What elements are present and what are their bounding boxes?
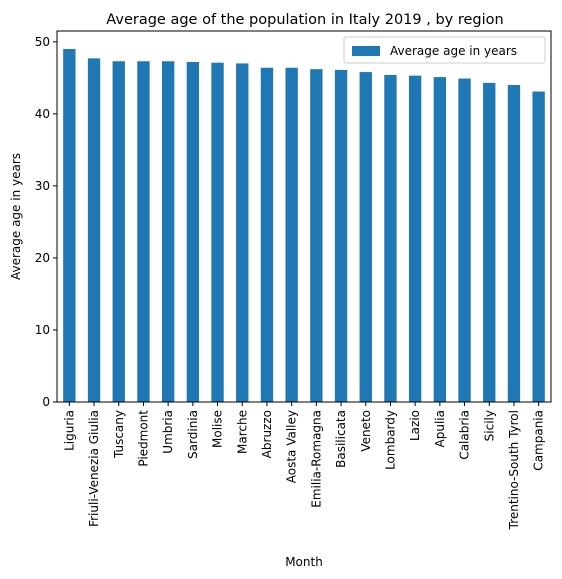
x-tick-label: Sardinia: [186, 410, 200, 459]
y-tick-label: 0: [42, 395, 50, 409]
bar-veneto: [359, 72, 372, 402]
y-tick-label: 10: [35, 323, 50, 337]
y-tick-label: 30: [35, 179, 50, 193]
x-tick-label: Umbria: [161, 410, 175, 454]
bar-liguria: [63, 49, 76, 403]
x-tick-label: Tuscany: [112, 410, 126, 459]
x-tick-label: Abruzzo: [260, 410, 274, 458]
x-tick-label: Marche: [235, 410, 249, 454]
bars-group: [63, 49, 545, 403]
y-axis-label: Average age in years: [9, 153, 23, 280]
bar-basilicata: [334, 69, 348, 402]
x-tick-label: Piedmont: [136, 410, 150, 467]
x-tick-label: Liguria: [62, 410, 76, 451]
bar-apulia: [433, 77, 447, 402]
x-tick-label: Lazio: [408, 410, 422, 441]
x-tick-label: Aosta Valley: [285, 410, 299, 483]
x-axis-label: Month: [285, 555, 323, 569]
y-axis: 0 10 20 30 40 50: [35, 35, 57, 409]
bar-molise: [211, 62, 224, 403]
chart-title: Average age of the population in Italy 2…: [106, 12, 503, 28]
plot-frame: [56, 30, 552, 403]
bar-campania: [532, 91, 545, 402]
x-tick-label: Campania: [532, 410, 546, 471]
bar-aosta-valley: [285, 67, 298, 402]
x-tick-label: Apulia: [433, 410, 447, 447]
x-axis: Liguria Friuli-Venezia Giulia Tuscany Piedm…: [62, 402, 546, 530]
x-tick-label: Emilia-Romagna: [309, 410, 323, 508]
bar-tuscany: [112, 61, 125, 402]
x-tick-label: Molise: [211, 410, 225, 448]
x-tick-label: Friuli-Venezia Giulia: [87, 410, 101, 527]
legend-entry: Average age in years: [390, 44, 517, 58]
legend-swatch: [352, 46, 380, 56]
bar-lazio: [408, 75, 422, 403]
x-tick-label: Trentino-South Tyrol: [507, 410, 521, 530]
x-tick-label: Sicily: [482, 410, 496, 441]
x-tick-label: Lombardy: [383, 410, 397, 470]
y-tick-label: 50: [35, 35, 50, 49]
legend: Average age in years: [343, 36, 546, 64]
y-tick-label: 20: [35, 251, 50, 265]
bar-lombardy: [384, 74, 397, 402]
x-tick-label: Basilicata: [334, 410, 348, 468]
bar-umbria: [161, 61, 175, 402]
x-tick-label: Calabria: [458, 410, 472, 460]
bar-friuli-venezia-giulia: [87, 58, 101, 402]
bar-sicily: [483, 82, 496, 403]
bar-emilia-romagna: [310, 69, 323, 403]
x-tick-label: Veneto: [359, 410, 373, 452]
bar-sardinia: [186, 61, 200, 403]
bar-marche: [236, 63, 249, 402]
bar-calabria: [458, 78, 471, 403]
legend-box: [343, 36, 546, 64]
y-tick-label: 40: [35, 107, 50, 121]
bar-piedmont: [137, 61, 150, 402]
bar-trentino-south-tyrol: [507, 85, 521, 403]
bar-abruzzo: [260, 67, 274, 402]
